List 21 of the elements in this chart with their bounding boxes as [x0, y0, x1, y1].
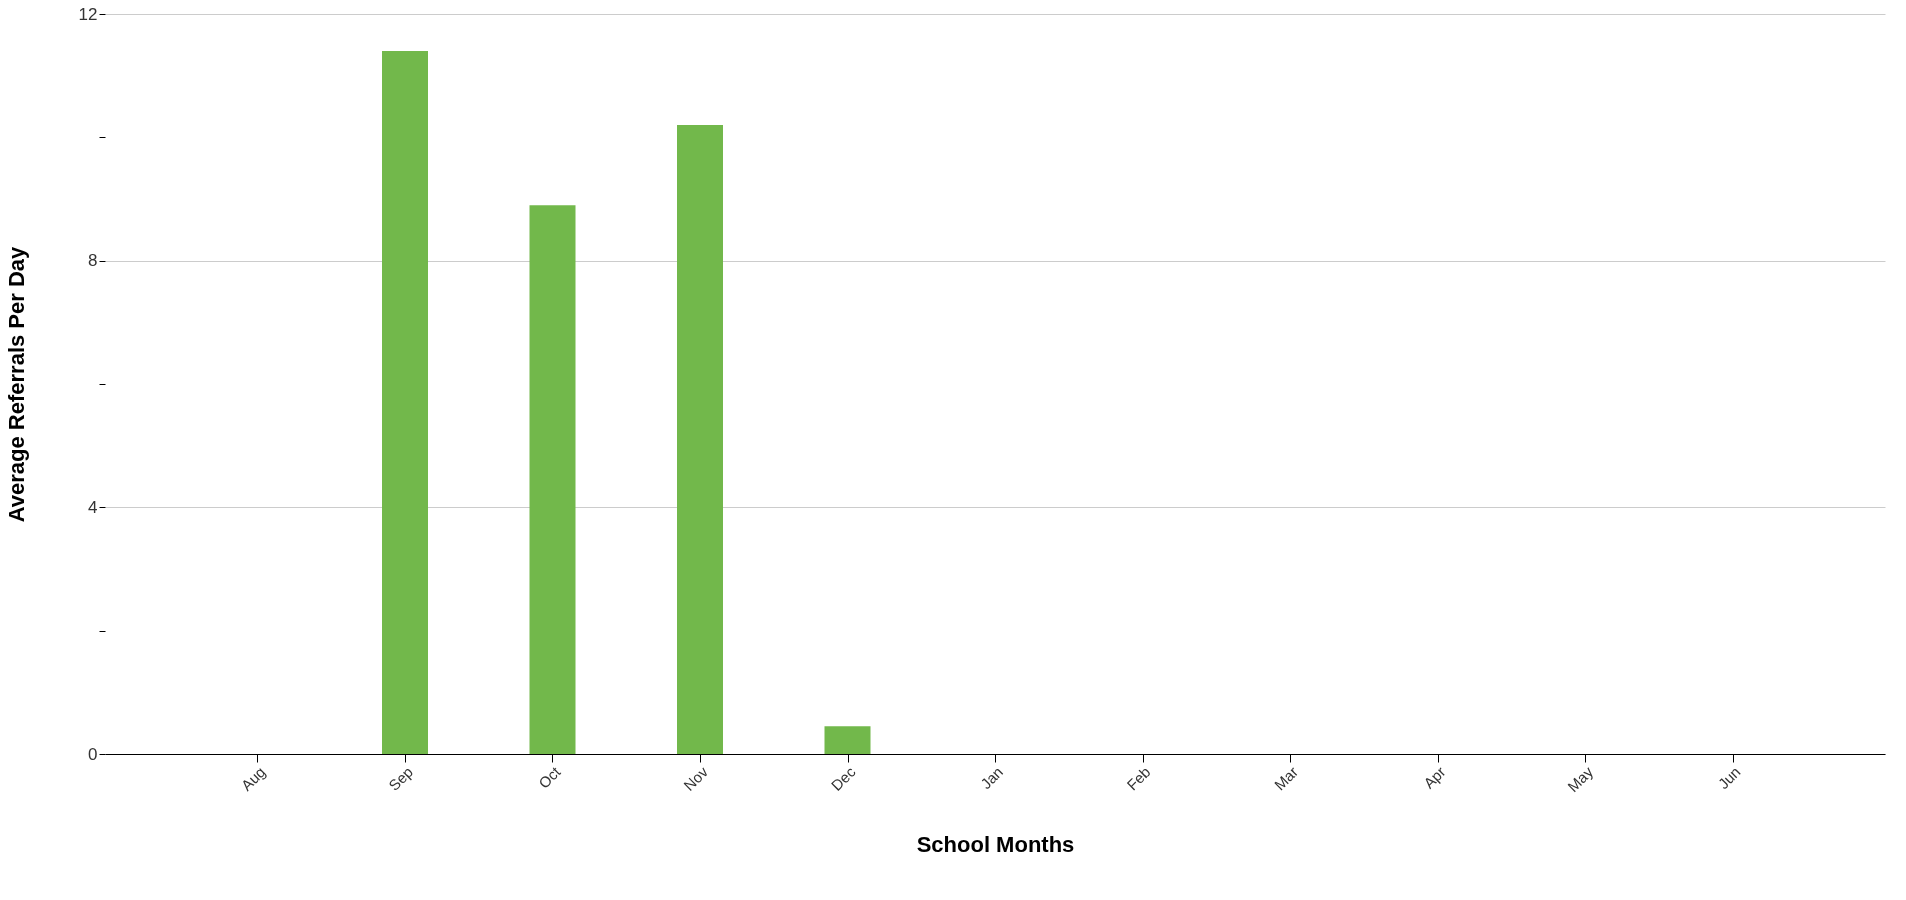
y-tick-label: 0 — [88, 744, 98, 764]
x-tick-label: Jun — [1714, 763, 1744, 793]
x-tick-label: Jan — [976, 763, 1007, 793]
x-tick-label: May — [1564, 762, 1597, 796]
x-tick-label: Oct — [535, 762, 565, 792]
x-tick-label: Mar — [1270, 763, 1302, 794]
bar — [677, 125, 723, 754]
y-tick-label: 12 — [78, 4, 98, 24]
bar — [529, 205, 576, 754]
x-tick-label: Dec — [827, 762, 859, 794]
x-axis-title: School Months — [916, 832, 1075, 858]
bar — [382, 51, 428, 754]
x-tick-label: Feb — [1123, 763, 1154, 794]
y-tick-label: 4 — [88, 497, 98, 517]
x-tick-label: Aug — [237, 763, 269, 794]
x-tick-label: Nov — [680, 762, 712, 794]
y-axis-title: Average Referrals Per Day — [3, 245, 29, 523]
y-tick-label: 8 — [88, 251, 98, 271]
x-tick-label: Sep — [385, 763, 417, 794]
x-tick-label: Apr — [1420, 763, 1449, 792]
bar — [824, 726, 871, 754]
